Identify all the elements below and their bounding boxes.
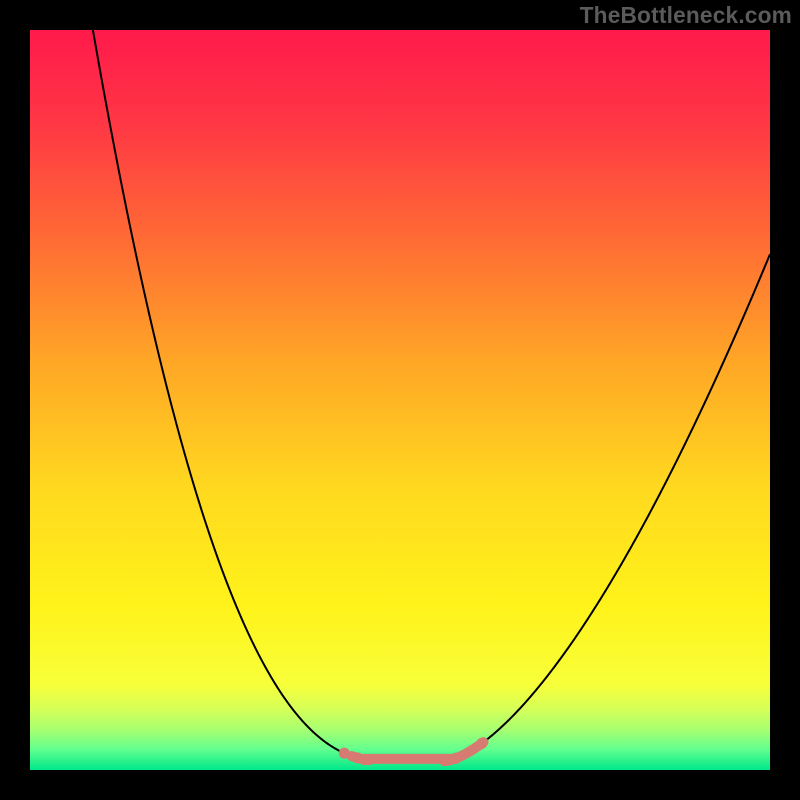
- marker-dot: [439, 754, 450, 765]
- marker-dot: [450, 753, 461, 764]
- watermark-text: TheBottleneck.com: [580, 2, 792, 29]
- chart-stage: TheBottleneck.com: [0, 0, 800, 800]
- marker-dot: [359, 754, 370, 765]
- bottleneck-chart: [0, 0, 800, 800]
- gradient-background: [30, 30, 770, 770]
- marker-dot: [339, 748, 350, 759]
- marker-dot: [476, 738, 487, 749]
